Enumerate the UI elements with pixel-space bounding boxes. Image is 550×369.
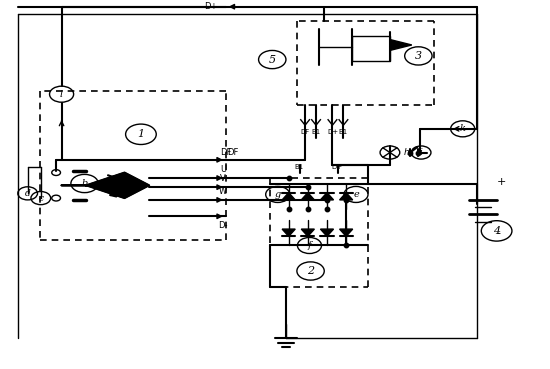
Polygon shape [321,193,333,200]
Polygon shape [86,173,149,198]
Polygon shape [339,193,353,200]
Text: D-: D- [218,221,228,230]
Text: B1: B1 [339,129,348,135]
Text: DF: DF [220,148,232,157]
Text: 3: 3 [415,51,422,61]
Text: i: i [420,148,422,157]
Text: DF: DF [300,129,310,135]
Text: e: e [353,190,359,199]
Polygon shape [339,229,353,237]
Text: D+: D+ [332,164,343,170]
Text: B1: B1 [311,129,321,135]
Text: +: + [497,177,506,187]
Text: b: b [81,179,87,188]
Text: DF: DF [227,148,238,157]
Text: c: c [39,194,43,203]
Text: l: l [60,90,63,99]
Text: V: V [220,174,226,183]
Polygon shape [282,193,295,200]
Text: 1: 1 [138,129,145,139]
Polygon shape [282,229,295,237]
Polygon shape [390,39,412,51]
Text: D+: D+ [204,2,218,11]
Text: f: f [307,241,311,250]
Polygon shape [321,229,333,237]
Text: 5: 5 [269,55,276,65]
Polygon shape [301,229,315,237]
Text: -: - [497,228,501,238]
Text: 2: 2 [307,266,314,276]
Text: a: a [116,179,122,188]
Text: D+: D+ [327,129,338,135]
Text: B1: B1 [294,164,303,170]
Bar [351,36,390,61]
Text: g: g [274,190,281,199]
Text: k: k [460,124,466,133]
Text: W: W [219,187,227,196]
Polygon shape [301,193,315,200]
Text: U: U [220,165,226,174]
Text: 4: 4 [493,226,500,236]
Text: d: d [25,189,31,198]
Text: h: h [404,148,409,157]
